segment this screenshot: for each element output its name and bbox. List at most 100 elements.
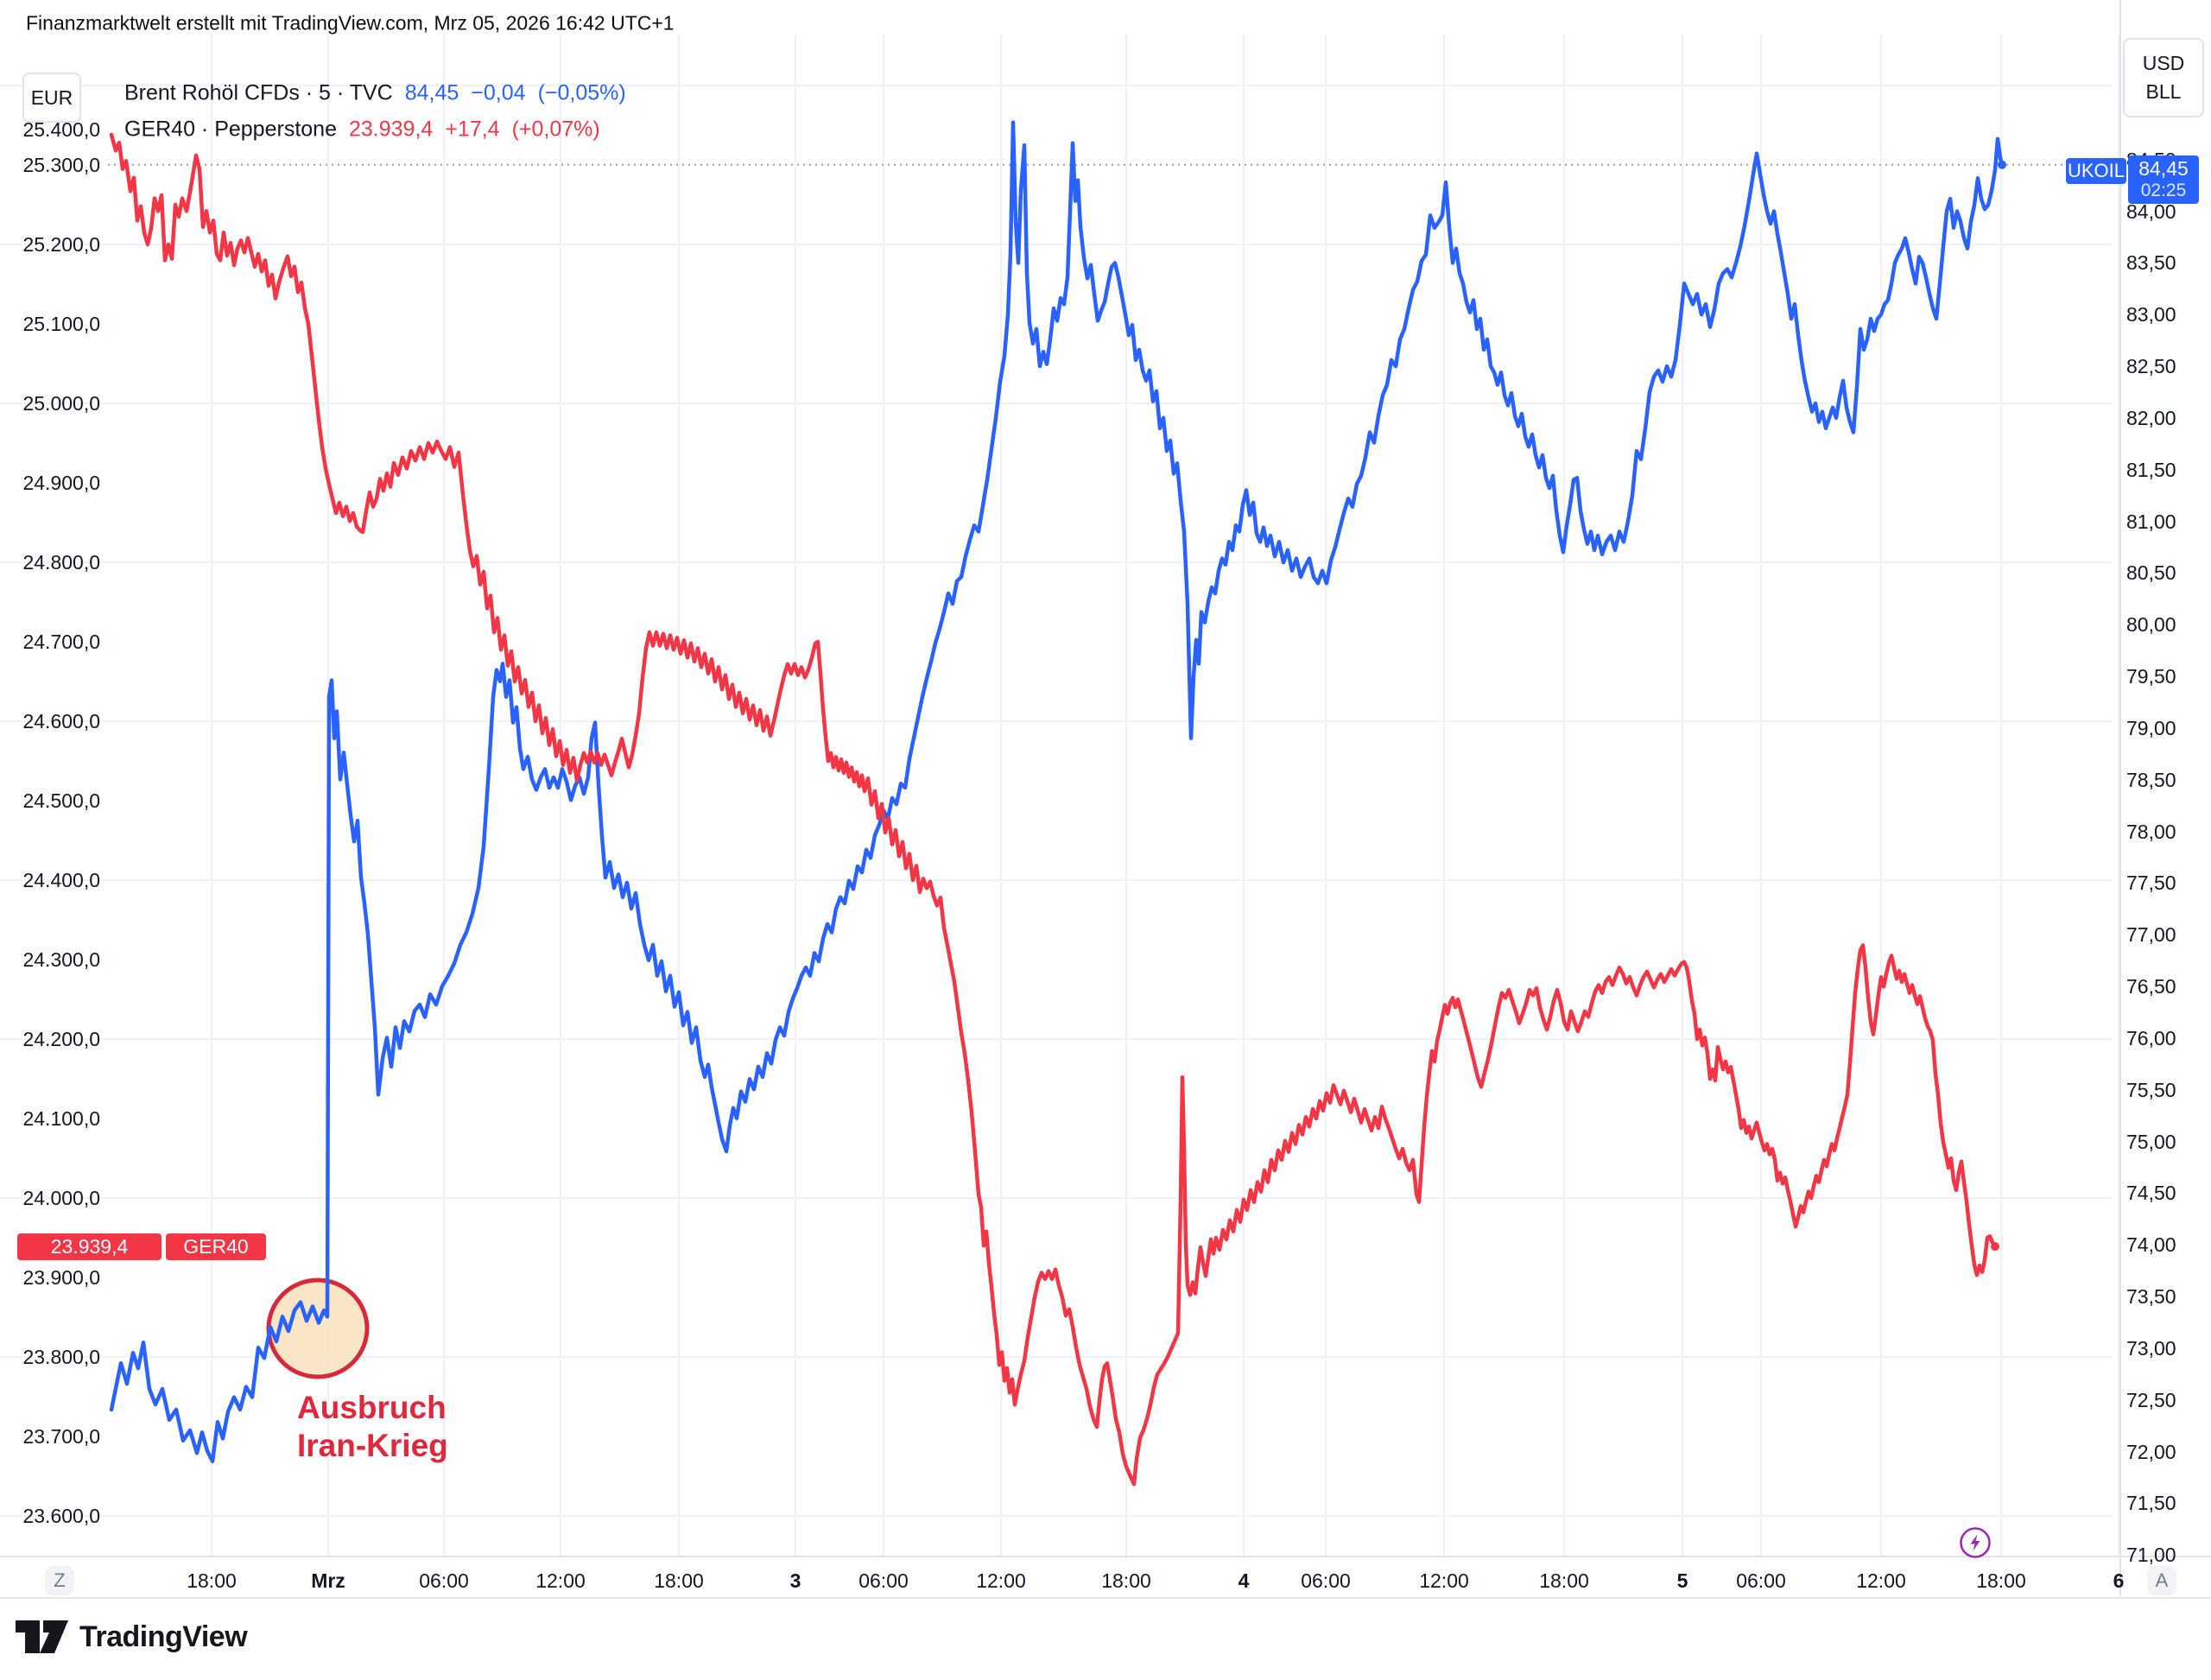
ger40-price-label[interactable]: 23.939,4 bbox=[17, 1233, 162, 1260]
left-axis-tick-label: 24.400,0 bbox=[22, 869, 100, 891]
legend-ger40-change-pct: (+0,07%) bbox=[511, 117, 600, 142]
time-axis-day-label: 3 bbox=[790, 1569, 801, 1592]
time-axis-tick-label: 12:00 bbox=[1419, 1569, 1469, 1592]
left-axis-tick-label: 24.100,0 bbox=[22, 1107, 100, 1130]
left-axis-tick-label: 24.700,0 bbox=[22, 631, 100, 653]
legend-brent-label: Brent Rohöl CFDs · 5 · TVC bbox=[124, 80, 393, 105]
right-axis-tick-label: 72,50 bbox=[2126, 1389, 2176, 1411]
right-axis-unit-box[interactable]: USD BLL bbox=[2123, 38, 2204, 117]
legend-row-brent[interactable]: Brent Rohöl CFDs · 5 · TVC 84,45 −0,04 (… bbox=[124, 81, 626, 106]
ukoil-symbol-tag[interactable]: UKOIL bbox=[2066, 158, 2126, 184]
right-axis-tick-label: 77,00 bbox=[2126, 923, 2176, 946]
right-axis-tick-label: 80,00 bbox=[2126, 613, 2176, 636]
time-axis-tick-label: 06:00 bbox=[858, 1569, 909, 1592]
right-axis-tick-label: 84,00 bbox=[2126, 200, 2176, 223]
tradingview-logo-mark bbox=[16, 1620, 68, 1653]
grid-lines bbox=[0, 35, 2119, 1556]
right-axis-tick-label: 77,50 bbox=[2126, 872, 2176, 894]
time-axis-tick-label: 06:00 bbox=[1736, 1569, 1786, 1592]
time-axis-tick-label: 12:00 bbox=[976, 1569, 1026, 1592]
left-axis-tick-label: 25.200,0 bbox=[22, 233, 100, 256]
ukoil-countdown-text: 02:25 bbox=[2140, 181, 2187, 200]
series-last-dot-brent bbox=[1998, 160, 2006, 169]
left-axis-tick-label: 25.100,0 bbox=[22, 313, 100, 335]
tradingview-logo-text: TradingView bbox=[79, 1620, 248, 1653]
time-axis-tick-label: 18:00 bbox=[654, 1569, 704, 1592]
right-price-axis[interactable]: 85,0084,5084,0083,5083,0082,5082,0081,50… bbox=[2126, 97, 2176, 1566]
legend-brent-change: −0,04 bbox=[471, 80, 526, 105]
time-axis-day-label: 4 bbox=[1239, 1569, 1250, 1592]
right-axis-tick-label: 80,50 bbox=[2126, 561, 2176, 584]
series-last-dot-ger40 bbox=[1991, 1242, 1999, 1252]
left-axis-tick-label: 24.200,0 bbox=[22, 1028, 100, 1050]
ger40-symbol-text: GER40 bbox=[183, 1235, 249, 1258]
legend-ger40-change: +17,4 bbox=[445, 117, 500, 142]
ukoil-price-label[interactable]: 84,45 02:25 bbox=[2128, 155, 2199, 204]
right-axis-tick-label: 83,50 bbox=[2126, 251, 2176, 274]
series-line-ger40 bbox=[109, 132, 1998, 1487]
left-axis-tick-label: 24.500,0 bbox=[22, 789, 100, 812]
left-axis-currency-box[interactable]: EUR bbox=[22, 73, 81, 123]
left-axis-tick-label: 25.300,0 bbox=[22, 154, 100, 176]
auto-scale-button[interactable]: A bbox=[2147, 1566, 2176, 1595]
right-axis-tick-label: 82,50 bbox=[2126, 355, 2176, 377]
auto-scale-button-label: A bbox=[2155, 1569, 2169, 1591]
ger40-price-text: 23.939,4 bbox=[50, 1235, 129, 1258]
right-axis-unit-bll: BLL bbox=[2145, 80, 2182, 103]
left-axis-tick-label: 24.900,0 bbox=[22, 472, 100, 494]
left-axis-tick-label: 23.800,0 bbox=[22, 1346, 100, 1368]
ger40-symbol-tag[interactable]: GER40 bbox=[166, 1233, 266, 1260]
annotation-line1: Ausbruch bbox=[297, 1390, 447, 1425]
time-axis[interactable]: 18:00 Mrz 06:00 12:00 18:00 3 06:00 12:00 18:00 4… bbox=[187, 1569, 2124, 1592]
legend-brent-change-pct: (−0,05%) bbox=[537, 80, 626, 105]
time-axis-day-label: 5 bbox=[1677, 1569, 1688, 1592]
time-axis-day-label: Mrz bbox=[311, 1569, 345, 1592]
tradingview-logo[interactable]: TradingView bbox=[14, 1617, 248, 1657]
left-axis-tick-label: 24.300,0 bbox=[22, 948, 100, 971]
lightning-icon bbox=[1960, 1527, 1991, 1558]
time-axis-tick-label: 12:00 bbox=[535, 1569, 586, 1592]
series-line-brent bbox=[109, 120, 2005, 1464]
right-axis-tick-label: 81,00 bbox=[2126, 510, 2176, 533]
right-axis-tick-label: 81,50 bbox=[2126, 459, 2176, 481]
right-axis-tick-label: 76,50 bbox=[2126, 975, 2176, 998]
time-axis-tick-label: 18:00 bbox=[1101, 1569, 1151, 1592]
right-axis-tick-label: 79,00 bbox=[2126, 717, 2176, 739]
time-axis-tick-label: 18:00 bbox=[187, 1569, 237, 1592]
timezone-button-label: Z bbox=[54, 1569, 66, 1591]
right-axis-tick-label: 71,00 bbox=[2126, 1544, 2176, 1566]
left-price-axis[interactable]: 25.400,025.300,025.200,025.100,025.000,0… bbox=[22, 118, 100, 1527]
left-axis-tick-label: 25.000,0 bbox=[22, 392, 100, 415]
time-axis-tick-label: 06:00 bbox=[419, 1569, 469, 1592]
time-axis-tick-label: 06:00 bbox=[1301, 1569, 1351, 1592]
chart-watermark-title: Finanzmarktwelt erstellt mit TradingView… bbox=[26, 11, 675, 35]
timezone-button[interactable]: Z bbox=[45, 1566, 74, 1595]
right-axis-tick-label: 74,00 bbox=[2126, 1233, 2176, 1256]
legend-row-ger40[interactable]: GER40 · Pepperstone 23.939,4 +17,4 (+0,0… bbox=[124, 117, 600, 143]
left-axis-tick-label: 23.700,0 bbox=[22, 1425, 100, 1448]
time-axis-tick-label: 18:00 bbox=[1976, 1569, 2026, 1592]
right-axis-tick-label: 73,00 bbox=[2126, 1337, 2176, 1360]
legend-brent-price: 84,45 bbox=[404, 80, 459, 105]
left-axis-tick-label: 24.600,0 bbox=[22, 710, 100, 732]
right-axis-tick-label: 83,00 bbox=[2126, 303, 2176, 326]
right-axis-tick-label: 78,00 bbox=[2126, 821, 2176, 843]
right-axis-tick-label: 71,50 bbox=[2126, 1492, 2176, 1514]
time-axis-day-label: 6 bbox=[2113, 1569, 2125, 1592]
right-axis-tick-label: 82,00 bbox=[2126, 407, 2176, 429]
left-axis-tick-label: 24.800,0 bbox=[22, 551, 100, 574]
annotation-line2: Iran-Krieg bbox=[297, 1428, 448, 1463]
ukoil-symbol-text: UKOIL bbox=[2067, 160, 2125, 181]
left-axis-tick-label: 23.600,0 bbox=[22, 1505, 100, 1527]
right-axis-tick-label: 75,00 bbox=[2126, 1131, 2176, 1153]
quick-trade-button[interactable] bbox=[1955, 1523, 1995, 1563]
time-axis-tick-label: 18:00 bbox=[1539, 1569, 1589, 1592]
right-axis-tick-label: 73,50 bbox=[2126, 1285, 2176, 1308]
left-axis-tick-label: 23.900,0 bbox=[22, 1266, 100, 1289]
right-axis-tick-label: 72,00 bbox=[2126, 1441, 2176, 1463]
right-axis-tick-label: 78,50 bbox=[2126, 769, 2176, 791]
annotation-text: Ausbruch Iran-Krieg bbox=[297, 1389, 448, 1465]
left-axis-tick-label: 24.000,0 bbox=[22, 1187, 100, 1209]
